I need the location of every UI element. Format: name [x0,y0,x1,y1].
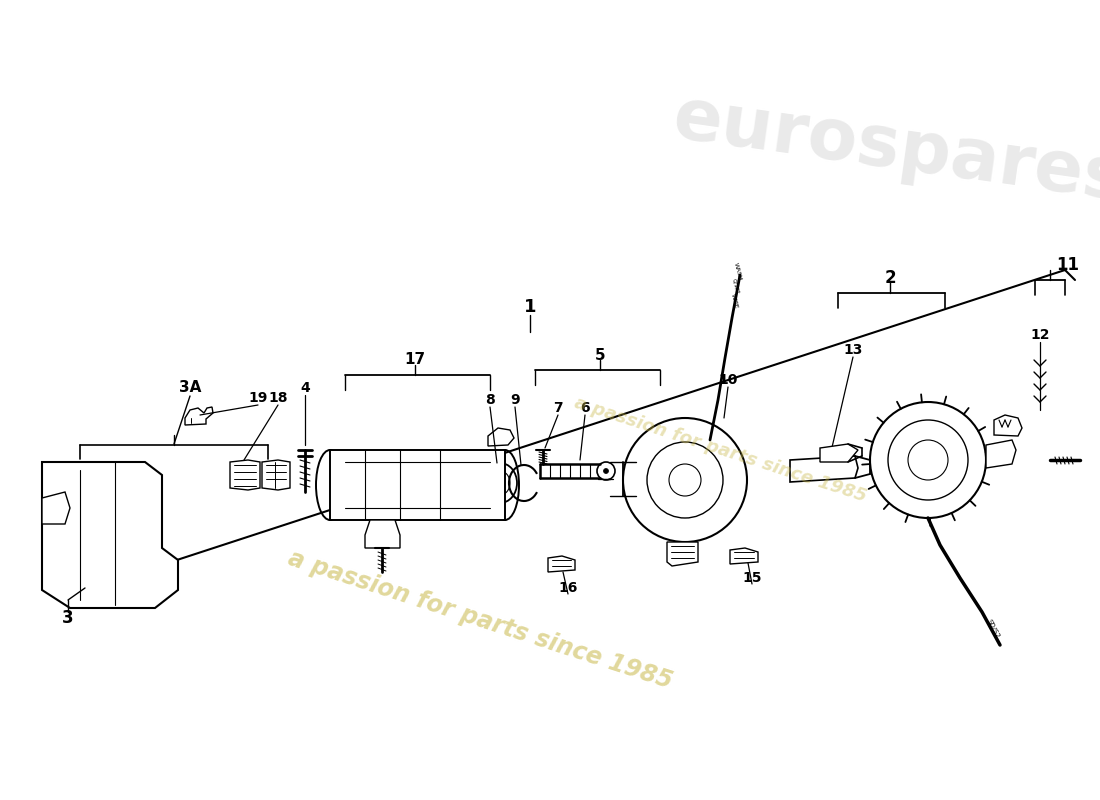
Text: WIPE: WIPE [729,293,738,309]
Text: a passion for parts since 1985: a passion for parts since 1985 [572,394,868,506]
Ellipse shape [316,450,344,520]
Polygon shape [262,460,290,490]
Polygon shape [986,440,1016,468]
Polygon shape [548,556,575,572]
Text: 0/1/2: 0/1/2 [732,278,740,295]
Polygon shape [667,542,698,566]
Circle shape [647,442,723,518]
Text: 2: 2 [884,269,895,287]
Text: 3A: 3A [179,381,201,395]
Text: 4: 4 [300,381,310,395]
Text: 9: 9 [510,393,520,407]
Text: 17: 17 [405,353,426,367]
Polygon shape [365,520,400,548]
Polygon shape [230,460,260,490]
Circle shape [870,402,986,518]
Circle shape [623,418,747,542]
Text: WASH: WASH [734,262,742,281]
Polygon shape [730,548,758,564]
Text: 8: 8 [485,393,495,407]
Polygon shape [185,407,213,425]
Polygon shape [42,492,70,524]
Polygon shape [42,462,178,608]
Text: 16: 16 [559,581,578,595]
Text: a passion for parts since 1985: a passion for parts since 1985 [285,546,675,694]
Text: 6: 6 [580,401,590,415]
Text: 19: 19 [249,391,267,405]
Polygon shape [994,415,1022,436]
Text: 7: 7 [553,401,563,415]
Circle shape [908,440,948,480]
Circle shape [669,464,701,496]
Text: 5: 5 [595,347,605,362]
Text: 3: 3 [63,609,74,627]
Circle shape [597,462,615,480]
Text: 15: 15 [742,571,761,585]
Polygon shape [820,444,858,462]
Ellipse shape [491,450,519,520]
Text: 10: 10 [718,373,738,387]
Polygon shape [330,450,505,520]
Ellipse shape [490,471,510,495]
Text: eurospares: eurospares [669,84,1100,216]
Circle shape [604,469,608,474]
Polygon shape [488,428,514,446]
Text: 1: 1 [524,298,537,316]
Circle shape [888,420,968,500]
Text: SD/S2: SD/S2 [986,618,1001,639]
Text: 11: 11 [1056,256,1079,274]
Text: 12: 12 [1031,328,1049,342]
Polygon shape [790,456,858,482]
Text: 13: 13 [844,343,862,357]
Text: 18: 18 [268,391,288,405]
Ellipse shape [483,463,517,503]
